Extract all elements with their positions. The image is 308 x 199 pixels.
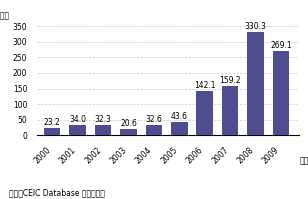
Text: 269.1: 269.1 [270, 41, 292, 50]
Bar [146, 125, 162, 135]
Text: 43.6: 43.6 [171, 112, 188, 121]
Text: （年）: （年） [299, 156, 308, 165]
Bar [95, 125, 111, 135]
Text: 142.1: 142.1 [194, 81, 216, 90]
Text: 330.3: 330.3 [245, 22, 266, 31]
Text: 23.2: 23.2 [44, 118, 61, 127]
Bar [222, 86, 238, 135]
Y-axis label: （億ドル）: （億ドル） [0, 11, 10, 20]
Bar [197, 91, 213, 135]
Bar [120, 129, 137, 135]
Bar [247, 32, 264, 135]
Text: 32.6: 32.6 [145, 115, 162, 124]
Text: 32.3: 32.3 [95, 115, 111, 124]
Text: 159.2: 159.2 [219, 76, 241, 85]
Text: 資料：CEIC Database から作成。: 資料：CEIC Database から作成。 [9, 188, 105, 197]
Bar [69, 125, 86, 135]
Text: 20.6: 20.6 [120, 119, 137, 128]
Text: 34.0: 34.0 [69, 115, 86, 124]
Bar [44, 128, 60, 135]
Bar [273, 51, 289, 135]
Bar [171, 122, 188, 135]
